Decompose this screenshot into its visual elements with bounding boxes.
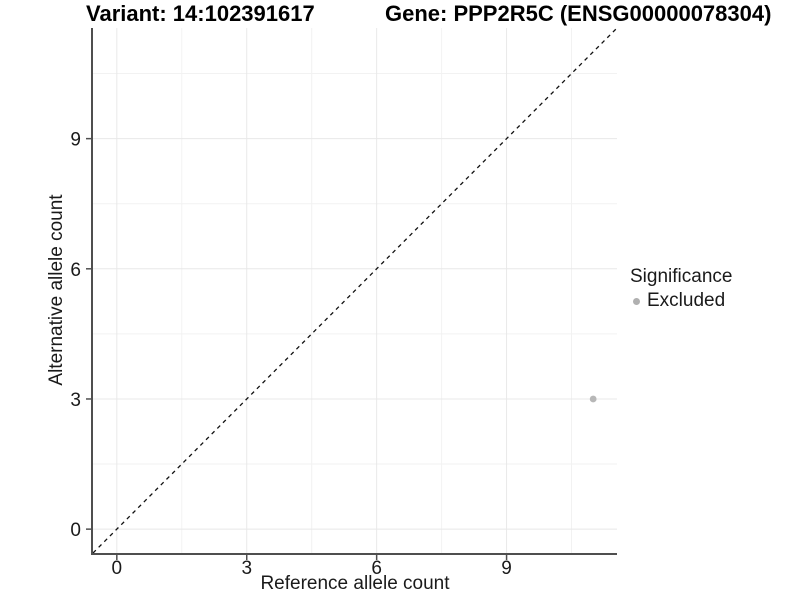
gene-title: Gene: PPP2R5C (ENSG00000078304): [385, 1, 772, 26]
x-axis-title: Reference allele count: [260, 573, 450, 594]
legend-title: Significance: [630, 266, 733, 287]
x-tick-label: 9: [501, 558, 512, 579]
legend: Significance Excluded: [630, 266, 732, 311]
y-axis-title: Alternative allele count: [46, 194, 67, 386]
y-tick-label: 0: [70, 520, 81, 541]
y-tick-label: 6: [70, 260, 81, 281]
legend-item-excluded: Excluded: [630, 291, 732, 311]
legend-item-label: Excluded: [647, 290, 726, 311]
excluded-marker-icon: [633, 297, 640, 305]
x-tick-label: 0: [112, 558, 123, 579]
data-point: [589, 395, 597, 403]
y-tick-label: 3: [70, 390, 81, 411]
variant-title: Variant: 14:102391617: [86, 1, 315, 26]
identity-line: [92, 27, 618, 554]
x-tick-label: 3: [241, 558, 252, 579]
y-tick-label: 9: [70, 130, 81, 151]
x-tick-label: 6: [371, 558, 382, 579]
